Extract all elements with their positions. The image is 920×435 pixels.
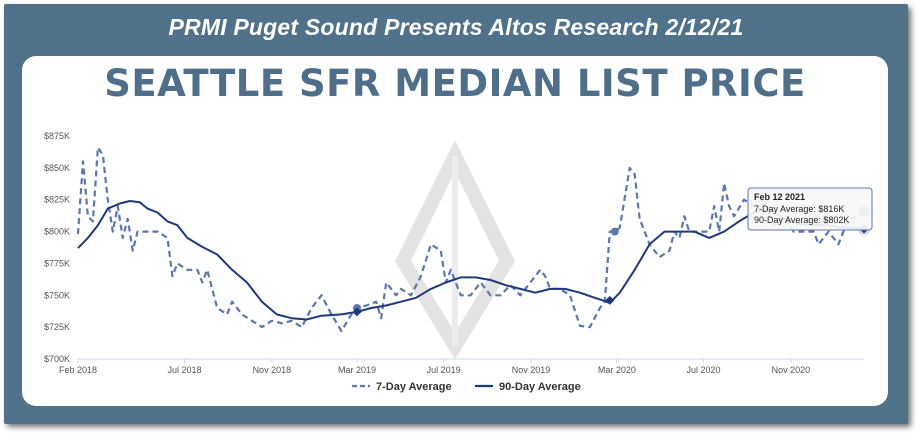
legend-label: 7-Day Average	[376, 381, 452, 393]
x-tick-label: Nov 2020	[772, 365, 811, 375]
tooltip-row: 7-Day Average: $816K	[754, 204, 844, 214]
y-tick-label: $700K	[44, 354, 70, 364]
legend-item-90-day[interactable]: 90-Day Average	[475, 381, 581, 393]
tooltip-box	[747, 187, 873, 231]
series-7-day-line	[76, 146, 865, 333]
x-tick-label: Nov 2018	[253, 365, 292, 375]
x-tick-label: Nov 2019	[512, 365, 551, 375]
chart-title: SEATTLE SFR MEDIAN LIST PRICE	[104, 62, 806, 105]
watermark-logo	[395, 140, 515, 360]
y-tick-label: $875K	[44, 131, 70, 141]
y-tick-label: $850K	[44, 163, 70, 173]
y-tick-label: $725K	[44, 322, 70, 332]
y-tick-label: $775K	[44, 258, 70, 268]
series-90-day-marker	[605, 295, 615, 305]
slide-frame: PRMI Puget Sound Presents Altos Research…	[4, 4, 908, 424]
x-tick-label: Jul 2019	[427, 365, 461, 375]
x-tick-label: Jul 2020	[687, 365, 721, 375]
chart-legend[interactable]: 7-Day Average 90-Day Average	[352, 381, 581, 393]
y-tick-label: $800K	[44, 227, 70, 237]
x-tick-label: Mar 2019	[338, 365, 376, 375]
x-tick-label: Mar 2020	[598, 365, 636, 375]
x-tick-label: Jul 2018	[167, 365, 201, 375]
legend-label: 90-Day Average	[499, 381, 581, 393]
banner-title: PRMI Puget Sound Presents Altos Research…	[168, 14, 744, 40]
legend-item-7-day[interactable]: 7-Day Average	[352, 381, 452, 393]
chart-axes: $700K $725K $750K $775K $800K $825K $850K $875K…	[44, 131, 864, 375]
series-7-day-marker	[610, 227, 619, 236]
series-90-day-line	[77, 200, 865, 321]
line-chart[interactable]: $700K $725K $750K $775K $800K $825K $850K $875K…	[22, 56, 888, 406]
y-tick-label: $750K	[44, 290, 70, 300]
y-tick-label: $825K	[44, 195, 70, 205]
x-tick-label: Feb 2018	[59, 365, 97, 375]
chart-card: SEATTLE SFR MEDIAN LIST PRICE $700K $725K…	[22, 56, 888, 406]
series-90-day-marker	[352, 307, 362, 317]
tooltip-row: 90-Day Average: $802K	[754, 215, 849, 225]
tooltip-date: Feb 12 2021	[754, 192, 805, 202]
